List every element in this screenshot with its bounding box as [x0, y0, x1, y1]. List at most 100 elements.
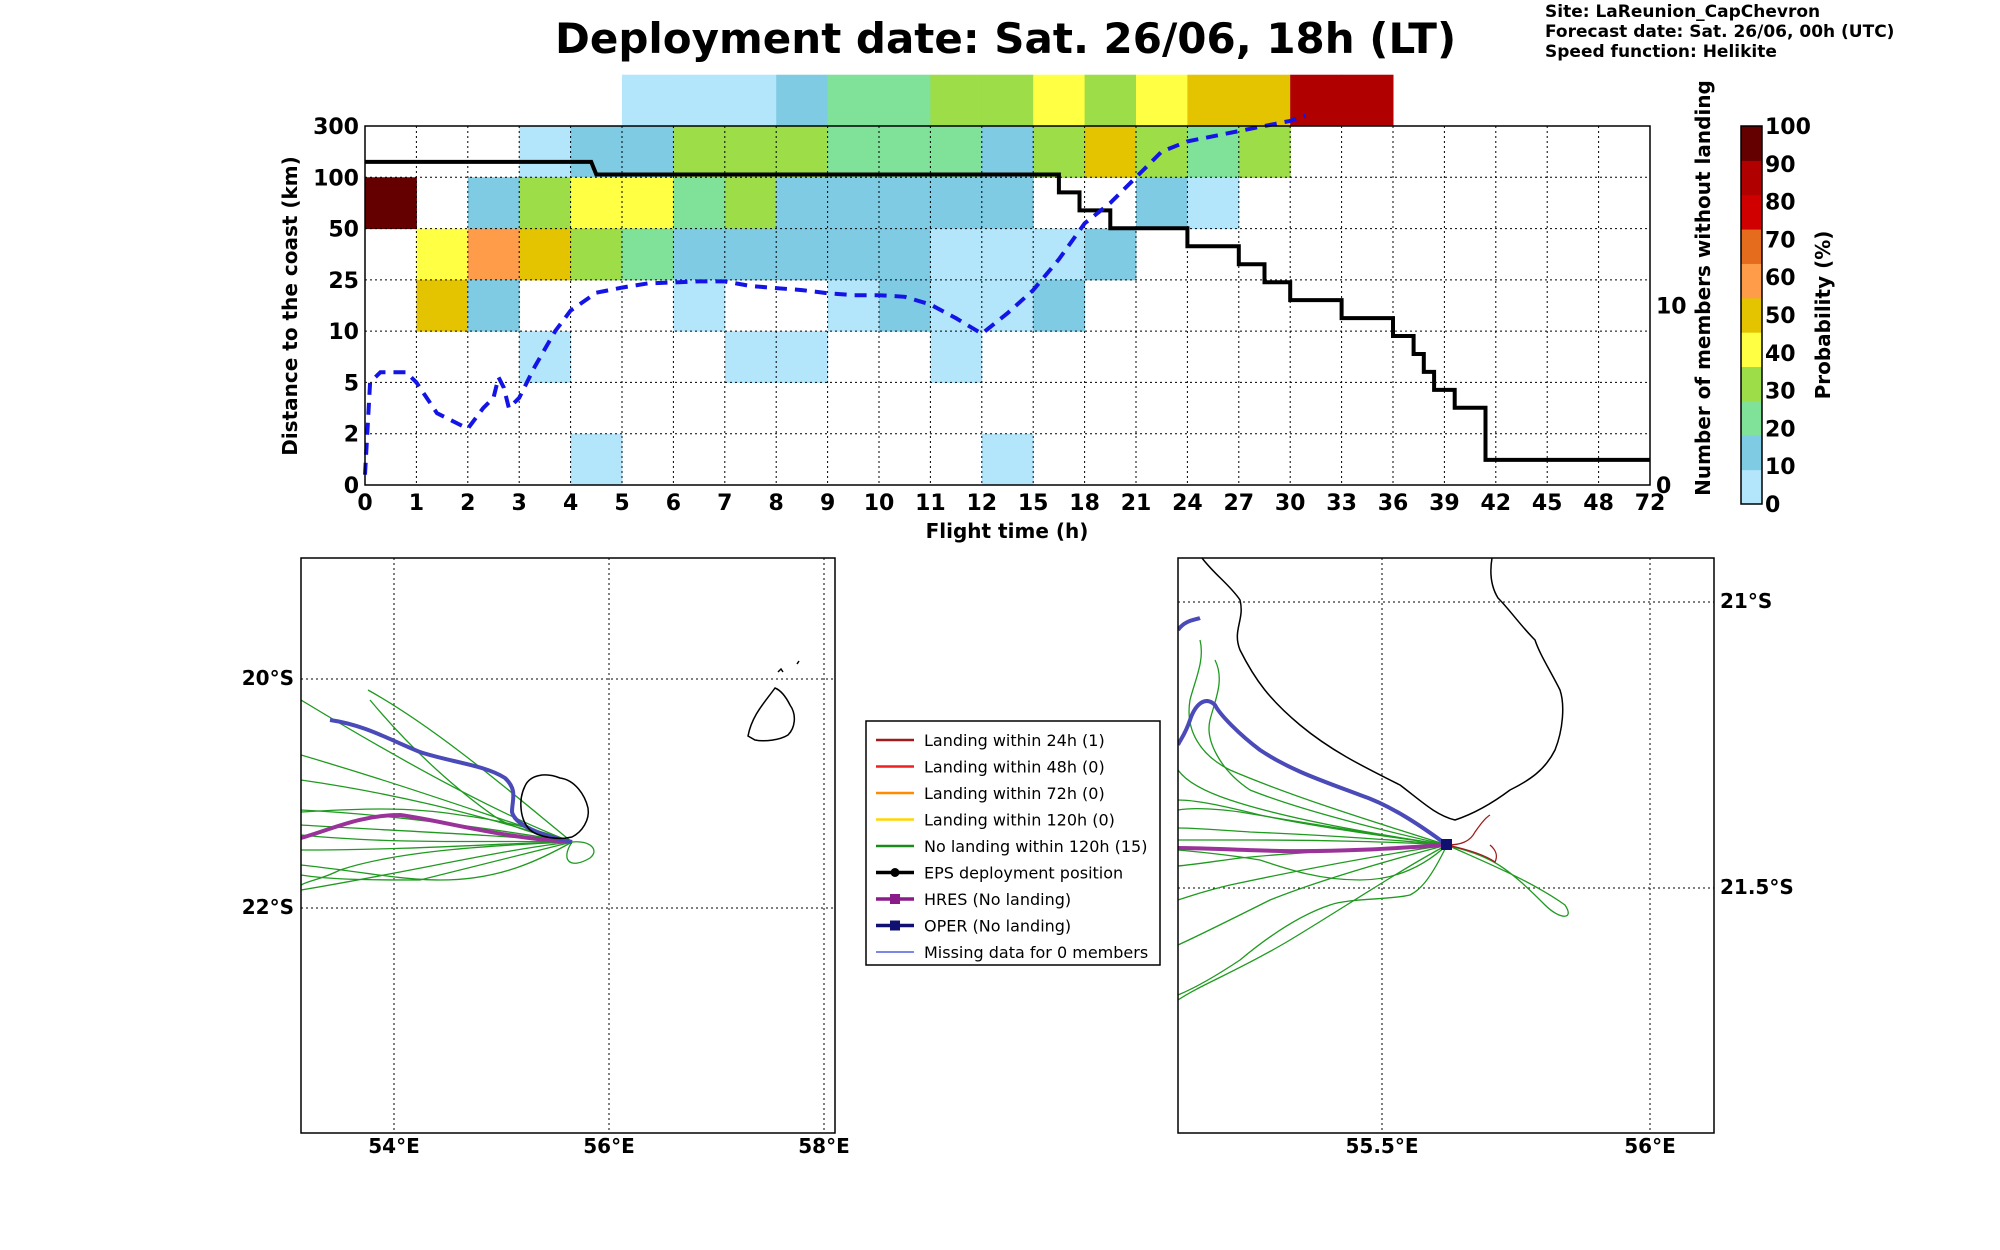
colorbar-swatch	[1741, 263, 1762, 299]
heatmap-cell	[570, 433, 623, 486]
heatmap-cell	[1084, 228, 1137, 281]
heatmap-cell	[622, 228, 674, 281]
heatmap-cell	[673, 279, 726, 332]
map-right-y-tick: 21°S	[1720, 589, 1772, 613]
x-tick-label: 72	[1635, 491, 1666, 516]
colorbar-tick-label: 40	[1765, 342, 1796, 367]
heatmap-cell	[519, 228, 572, 281]
heatmap-cell	[416, 228, 469, 281]
heatmap-cell	[1290, 74, 1343, 127]
heatmap-cells	[365, 74, 1394, 486]
heatmap-cell	[1033, 279, 1086, 332]
forecast-label: Forecast date: Sat. 26/06, 00h (UTC)	[1545, 22, 1895, 42]
legend-item: Missing data for 0 members	[876, 943, 1148, 962]
colorbar-tick-label: 10	[1765, 455, 1796, 480]
legend-item: Landing within 48h (0)	[876, 758, 1105, 777]
x-tick-label: 4	[563, 491, 578, 516]
heatmap-cell	[1033, 228, 1086, 281]
heatmap-cell	[827, 279, 880, 332]
legend-item: Landing within 24h (1)	[876, 731, 1105, 750]
legend-marker	[890, 920, 900, 931]
legend-label: HRES (No landing)	[924, 890, 1071, 909]
reunion-coastline	[1201, 558, 1564, 821]
landing-24h-trajectory	[1446, 814, 1497, 863]
colorbar-swatch	[1741, 229, 1762, 264]
colorbar-tick-label: 20	[1765, 417, 1796, 442]
x-tick-label: 15	[1018, 491, 1049, 516]
heatmap-panel: 0 1 2 3 4 5 6 7 8 9 10 11 12 15 18 21 24 27 30 33 36 39 42 45 48…	[278, 74, 1715, 543]
x-tick-label: 7	[717, 491, 732, 516]
heatmap-cell	[879, 74, 931, 127]
heatmap-cell	[981, 228, 1034, 281]
heatmap-cell	[930, 74, 983, 127]
heatmap-cell	[981, 279, 1034, 332]
heatmap-cell	[1084, 74, 1137, 127]
x-tick-label: 39	[1429, 491, 1460, 516]
x-tick-label: 2	[460, 491, 475, 516]
colorbar-frame	[1740, 125, 1763, 505]
colorbar-tick-label: 0	[1765, 493, 1780, 518]
heatmap-cell	[1187, 177, 1240, 230]
heatmap-cell	[1341, 74, 1394, 127]
colorbar-tick-label: 90	[1765, 153, 1796, 178]
heatmap-cell	[827, 74, 880, 127]
map-right-y-tick: 21.5°S	[1720, 875, 1794, 899]
x-tick-label: 8	[769, 491, 784, 516]
x-tick-label: 27	[1223, 491, 1254, 516]
legend-item: No landing within 120h (15)	[876, 837, 1147, 856]
colorbar-swatch	[1741, 366, 1762, 402]
colorbar-swatch	[1741, 469, 1762, 505]
heatmap-cell	[1238, 126, 1291, 178]
hres-trajectory	[301, 812, 573, 844]
colorbar: 0 10 20 30 40 50 60 70 80 90 100	[1740, 115, 1811, 518]
legend-label: Landing within 48h (0)	[924, 758, 1105, 777]
colorbar-tick-label: 80	[1765, 191, 1796, 216]
map-left-x-tick: 58°E	[798, 1134, 850, 1158]
deployment-marker	[1441, 839, 1452, 850]
map-left-x-tick: 54°E	[368, 1134, 420, 1158]
x-tick-label: 33	[1326, 491, 1357, 516]
x-tick-label: 0	[357, 491, 372, 516]
colorbar-tick-label: 50	[1765, 304, 1796, 329]
chart-title: Deployment date: Sat. 26/06, 18h (LT)	[555, 14, 1457, 63]
y-tick-label: 50	[328, 218, 359, 243]
legend-label: Landing within 72h (0)	[924, 784, 1105, 803]
x-tick-label: 11	[915, 491, 946, 516]
mauritius-island-outline	[747, 687, 796, 742]
y-axis-label: Distance to the coast (km)	[278, 156, 302, 456]
x-tick-label: 30	[1275, 491, 1306, 516]
heatmap-cell	[673, 126, 726, 178]
heatmap-cell	[365, 177, 417, 230]
green-trajectories	[301, 689, 595, 891]
heatmap-right-ticks: 0 10	[1656, 295, 1687, 500]
map-right-frame	[1177, 557, 1715, 1134]
x-tick-label: 18	[1069, 491, 1100, 516]
heatmap-cell	[879, 228, 931, 281]
heatmap-cell	[776, 177, 829, 230]
heatmap-cell	[622, 177, 674, 230]
hres-trajectory-zoom	[1178, 843, 1448, 854]
colorbar-swatch	[1741, 400, 1762, 436]
heatmap-cell	[724, 331, 777, 383]
heatmap-cell	[570, 177, 623, 230]
legend-label: Landing within 24h (1)	[924, 731, 1105, 750]
x-tick-label: 45	[1532, 491, 1563, 516]
y-tick-label: 300	[313, 115, 359, 140]
y-tick-label: 0	[344, 474, 359, 499]
legend-label: No landing within 120h (15)	[924, 837, 1147, 856]
colorbar-swatch	[1741, 126, 1762, 161]
heatmap-cell	[930, 331, 983, 383]
x-tick-label: 48	[1583, 491, 1614, 516]
heatmap-cell	[1033, 126, 1086, 178]
colorbar-swatch	[1741, 194, 1762, 230]
heatmap-cell	[724, 74, 777, 127]
map-left-y-tick: 20°S	[242, 666, 294, 690]
x-tick-label: 3	[512, 491, 527, 516]
heatmap-cell	[1136, 74, 1188, 127]
members-without-landing-line	[365, 159, 1650, 462]
median-distance-line	[363, 113, 1307, 475]
x-tick-label: 36	[1378, 491, 1409, 516]
y-tick-label: 5	[344, 371, 359, 396]
heatmap-cell	[879, 126, 931, 178]
right-axis-label: Number of members without landing	[1691, 80, 1715, 496]
